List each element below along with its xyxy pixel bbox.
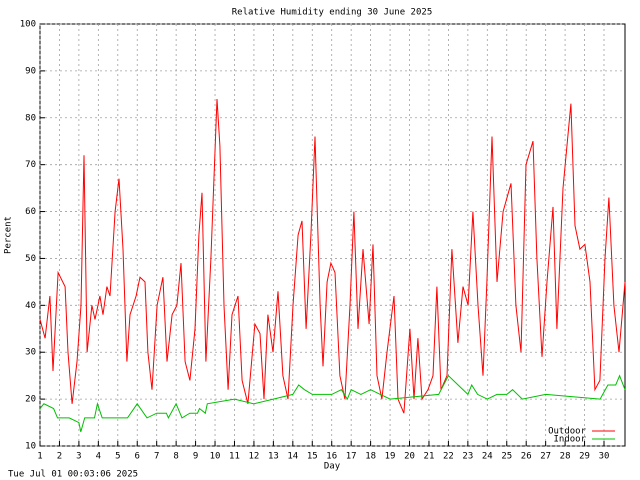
x-tick-label: 14 [287,452,298,462]
x-tick-label: 27 [540,452,551,462]
x-tick-label: 15 [307,452,318,462]
y-tick-label: 100 [20,20,36,30]
x-tick-label: 17 [346,452,357,462]
x-tick-label: 1 [37,452,42,462]
legend-label: Outdoor [548,427,587,437]
x-tick-label: 22 [443,452,454,462]
x-tick-label: 19 [385,452,396,462]
y-tick-label: 70 [25,160,36,170]
y-tick-label: 50 [25,254,36,264]
y-tick-label: 80 [25,113,36,123]
x-tick-label: 13 [268,452,279,462]
x-tick-label: 24 [482,452,493,462]
x-tick-label: 16 [326,452,337,462]
x-tick-label: 7 [154,452,159,462]
x-tick-label: 9 [193,452,198,462]
x-axis-label: Day [324,462,341,472]
x-tick-label: 25 [501,452,512,462]
x-tick-label: 8 [173,452,178,462]
legend-label: Indoor [553,435,586,445]
y-tick-label: 90 [25,66,36,76]
line-series [39,98,626,414]
x-tick-label: 21 [424,452,435,462]
x-tick-label: 11 [229,452,240,462]
chart-title: Relative Humidity ending 30 June 2025 [232,8,432,18]
x-tick-label: 10 [210,452,221,462]
x-tick-label: 26 [521,452,532,462]
x-tick-label: 18 [365,452,376,462]
plot-frame [39,23,626,447]
timestamp: Tue Jul 01 00:03:06 2025 [8,470,138,480]
x-tick-label: 3 [76,452,81,462]
y-tick-label: 30 [25,348,36,358]
x-tick-label: 2 [57,452,62,462]
y-tick-label: 10 [25,442,36,452]
x-tick-label: 23 [462,452,473,462]
x-tick-label: 5 [115,452,120,462]
y-tick-label: 60 [25,207,36,217]
y-axis-label: Percent [4,216,14,254]
x-tick-label: 28 [560,452,571,462]
x-tick-label: 29 [579,452,590,462]
x-tick-label: 12 [249,452,260,462]
x-tick-label: 20 [404,452,415,462]
y-tick-label: 20 [25,395,36,405]
x-tick-label: 6 [135,452,140,462]
x-tick-label: 30 [599,452,610,462]
x-tick-label: 4 [96,452,101,462]
line-series [39,374,626,433]
y-tick-label: 40 [25,301,36,311]
